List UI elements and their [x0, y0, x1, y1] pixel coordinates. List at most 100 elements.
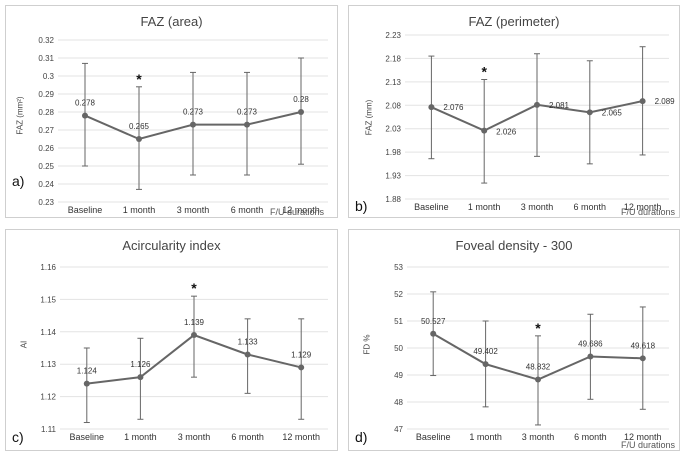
y-tick-label: 2.23 — [385, 31, 401, 40]
chart-svg: 1.11 1.12 1.13 1.14 1.15 1.16 Baseline 1 month 3… — [40, 263, 328, 442]
x-tick-label: Baseline — [70, 432, 105, 442]
data-label: 49.686 — [578, 339, 603, 348]
data-label: 1.124 — [77, 367, 98, 376]
chart-title: FAZ (area) — [140, 14, 203, 29]
data-point — [298, 364, 305, 371]
x-tick-label: 12 month — [624, 432, 662, 442]
y-tick-label: 0.28 — [38, 108, 54, 117]
data-point — [639, 98, 646, 105]
data-label: 50.527 — [421, 317, 446, 326]
y-tick-label: 0.26 — [38, 144, 54, 153]
data-label: 0.278 — [75, 99, 96, 108]
data-label: 2.026 — [496, 128, 517, 137]
data-label: 2.065 — [602, 108, 623, 117]
data-point — [190, 121, 196, 128]
data-label: 1.126 — [130, 360, 151, 369]
y-tick-label: 0.3 — [43, 72, 55, 81]
data-point — [82, 112, 88, 119]
panel-label: d) — [355, 429, 368, 445]
chart-panel-faz-perimeter: FAZ (perimeter) 1.88 1.93 1.98 2.03 2.08 2.13… — [348, 5, 680, 218]
data-point — [587, 353, 594, 360]
y-tick-label: 1.15 — [40, 295, 56, 304]
y-tick-label: 48 — [394, 398, 403, 407]
data-point — [298, 109, 304, 115]
data-label: 1.133 — [238, 337, 259, 346]
data-label: 0.265 — [129, 122, 150, 131]
y-tick-label: 2.18 — [385, 54, 401, 63]
y-tick-label: 53 — [394, 263, 403, 272]
x-tick-label: Baseline — [416, 432, 451, 442]
data-point — [535, 376, 541, 383]
y-tick-label: 0.32 — [38, 36, 54, 45]
y-tick-label: 2.08 — [385, 101, 401, 110]
chart-title: Foveal density - 300 — [455, 238, 573, 253]
y-tick-label: 1.16 — [40, 263, 56, 272]
y-tick-label: 1.12 — [40, 393, 56, 402]
x-footer-label: F/U durations — [621, 207, 676, 217]
significance-asterisk: * — [535, 320, 541, 336]
y-axis-label: FAZ (mm) — [364, 99, 374, 136]
x-footer-label: F/U durations — [621, 440, 676, 450]
data-point — [534, 101, 540, 108]
x-tick-label: 3 month — [522, 432, 555, 442]
x-tick-label: Baseline — [68, 205, 103, 215]
data-point — [83, 380, 90, 387]
panel-label: a) — [12, 173, 25, 189]
y-axis-label: FAZ (mm²) — [15, 96, 25, 135]
chart-svg: 47 48 49 50 51 52 53 Baseline 1 month 3 month 6 mo… — [394, 263, 669, 442]
y-tick-label: 1.98 — [385, 148, 401, 157]
significance-asterisk: * — [481, 64, 487, 80]
y-tick-label: 1.88 — [385, 195, 401, 204]
y-tick-label: 0.25 — [38, 162, 54, 171]
data-point — [137, 374, 144, 381]
x-tick-label: 12 month — [282, 432, 320, 442]
panel-label: c) — [12, 429, 24, 445]
x-tick-label: 6 month — [574, 432, 607, 442]
data-point — [244, 351, 251, 358]
chart-svg: 1.88 1.93 1.98 2.03 2.08 2.13 2.18 2.23 Baseline… — [385, 31, 676, 212]
y-tick-label: 2.13 — [385, 78, 401, 87]
x-tick-label: 3 month — [521, 202, 554, 212]
chart-title: Acircularity index — [122, 238, 221, 253]
data-label: 1.139 — [184, 318, 205, 327]
y-tick-label: 0.24 — [38, 180, 54, 189]
y-tick-label: 49 — [394, 371, 403, 380]
x-footer-label: F/U durations — [270, 207, 325, 217]
data-point — [586, 109, 593, 116]
x-tick-label: 6 month — [231, 205, 264, 215]
y-axis-label: AI — [19, 340, 29, 349]
chart-panel-foveal-density: Foveal density - 300 47 48 49 50 51 52 53 Basel… — [348, 229, 680, 451]
significance-asterisk: * — [191, 280, 197, 296]
data-point — [639, 355, 646, 362]
x-tick-label: 1 month — [123, 205, 156, 215]
data-label: 2.076 — [443, 103, 464, 112]
y-tick-label: 52 — [394, 290, 403, 299]
y-tick-label: 1.13 — [40, 360, 56, 369]
data-point — [482, 361, 489, 368]
y-tick-label: 0.23 — [38, 198, 54, 207]
x-tick-label: 3 month — [177, 205, 210, 215]
data-point — [430, 330, 437, 337]
x-tick-label: Baseline — [414, 202, 449, 212]
data-label: 2.081 — [549, 101, 570, 110]
y-tick-label: 50 — [394, 344, 403, 353]
data-label: 0.273 — [183, 108, 204, 117]
data-label: 0.28 — [293, 95, 309, 104]
data-label: 48.832 — [526, 363, 551, 372]
data-point — [428, 104, 435, 111]
chart-panel-acircularity: Acircularity index 1.11 1.12 1.13 1.14 1.15 1… — [5, 229, 338, 451]
y-tick-label: 1.93 — [385, 172, 401, 181]
panel-label: b) — [355, 198, 368, 214]
x-tick-label: 12 month — [624, 202, 662, 212]
y-tick-label: 1.14 — [40, 328, 56, 337]
data-label: 0.273 — [237, 108, 258, 117]
x-tick-label: 6 month — [231, 432, 264, 442]
x-tick-label: 6 month — [574, 202, 607, 212]
data-label: 2.089 — [655, 97, 676, 106]
data-point — [481, 127, 488, 134]
x-tick-label: 3 month — [178, 432, 211, 442]
y-tick-label: 1.11 — [41, 425, 57, 434]
y-tick-label: 47 — [394, 425, 403, 434]
data-point — [136, 136, 142, 142]
chart-svg: 0.23 0.24 0.25 0.26 0.27 0.28 0.29 0.3 0.31 0.32 B… — [38, 36, 328, 215]
